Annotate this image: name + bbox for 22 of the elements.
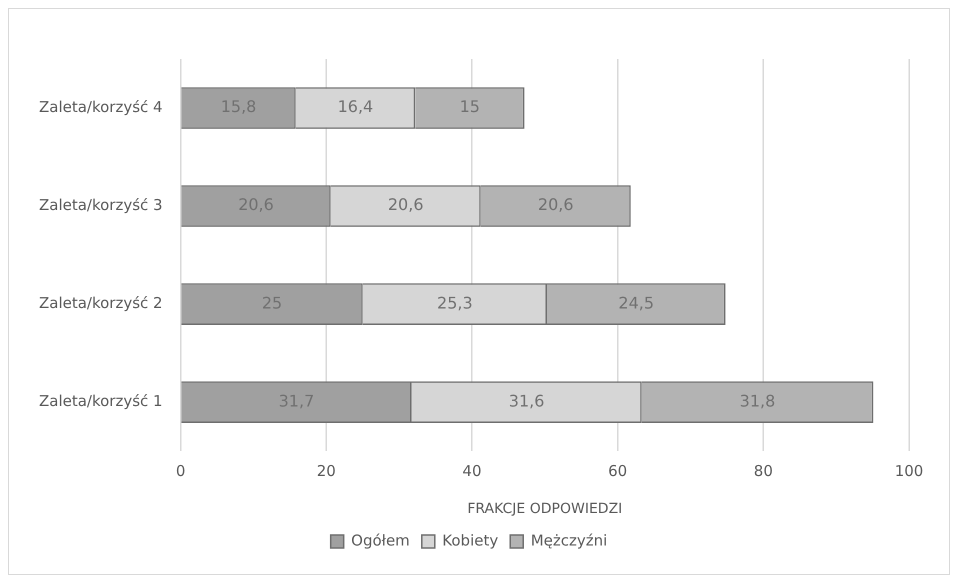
data-label: 20,6 [388,195,424,214]
data-label: 25,3 [437,293,473,312]
data-label: 16,4 [338,97,374,116]
y-tick-label: Zaleta/korzyść 1 [38,392,163,410]
x-tick-label: 0 [176,462,186,480]
x-tick-label: 80 [754,462,773,480]
data-label: 15 [460,97,480,116]
data-label: 31,8 [740,391,776,410]
y-tick-label: Zaleta/korzyść 3 [38,196,163,214]
data-label: 24,5 [618,293,654,312]
legend-label: Mężczyźni [530,531,608,550]
y-tick-label: Zaleta/korzyść 4 [38,98,163,116]
x-axis-title: FRAKCJE ODPOWIEDZI [467,501,622,518]
x-tick-label: 40 [462,462,482,480]
legend-label: Ogółem [351,531,410,550]
y-tick-label: Zaleta/korzyść 2 [38,294,163,312]
data-label: 20,6 [538,195,574,214]
x-tick-label: 20 [316,462,336,480]
data-label: 31,6 [508,391,544,410]
x-tick-label: 100 [894,462,924,480]
x-tick-label: 60 [608,462,628,480]
legend-label: Kobiety [442,531,498,550]
